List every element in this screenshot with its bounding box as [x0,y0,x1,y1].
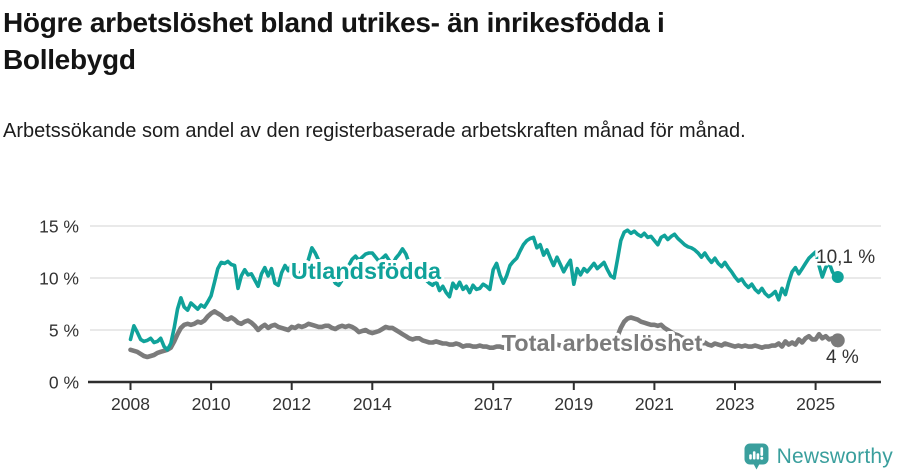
x-tick-label: 2014 [353,394,392,414]
page-title: Högre arbetslöshet bland utrikes- än inr… [3,7,665,75]
x-tick-label: 2023 [716,394,755,414]
series-label: Utlandsfödda [291,258,442,284]
x-tick-label: 2010 [192,394,231,414]
series-label: Total arbetslöshet [502,330,703,356]
series-line-utlandsfodda [128,228,838,352]
y-tick-label: 10 % [39,269,79,289]
newsworthy-logo-icon [744,443,769,470]
x-tick-label: 2025 [796,394,835,414]
x-tick-label: 2019 [554,394,593,414]
newsworthy-attribution[interactable]: Newsworthy [743,442,893,471]
y-tick-label: 5 % [49,321,79,341]
x-tick-label: 2017 [474,394,513,414]
newsworthy-brand-text: Newsworthy [776,444,893,468]
series-end-dot [830,333,845,348]
series-line-total [128,309,839,360]
series-end-value-label: 4 % [826,347,859,368]
x-tick-label: 2008 [111,394,150,414]
x-tick-label: 2012 [272,394,311,414]
series-end-dot [831,270,844,283]
y-tick-label: 0 % [49,373,79,393]
chart-subtitle: Arbetssökande som andel av den registerb… [3,120,746,142]
x-tick-label: 2021 [635,394,674,414]
series-end-value-label: 10,1 % [816,247,875,268]
y-tick-label: 15 % [39,217,79,237]
